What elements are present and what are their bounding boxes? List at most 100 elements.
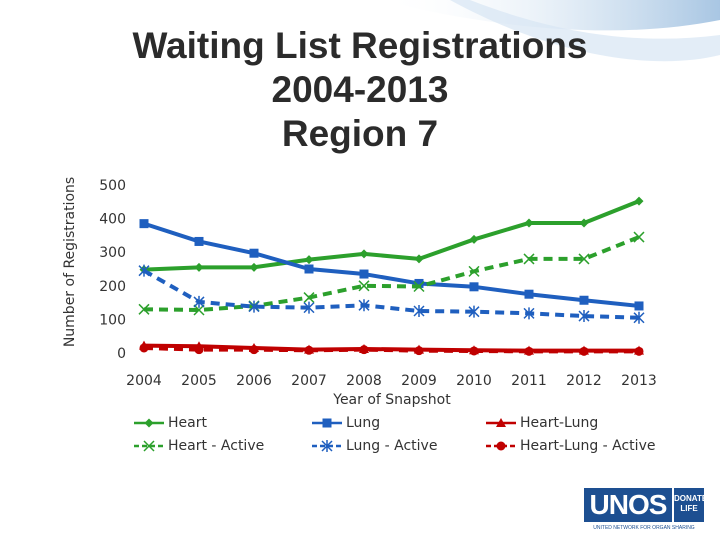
- data-point: [249, 262, 259, 272]
- legend-marker: [496, 418, 506, 427]
- data-point: [523, 253, 535, 265]
- data-point: [139, 343, 149, 353]
- data-point: [193, 295, 205, 308]
- legend-swatch: [312, 418, 342, 428]
- data-point: [579, 218, 589, 228]
- title-line-3: Region 7: [281, 113, 439, 154]
- series-line: [143, 199, 640, 272]
- legend-item: Heart - Active: [132, 437, 264, 455]
- logo-unos-text: UNOS: [584, 488, 672, 522]
- x-tick-label: 2006: [236, 373, 272, 389]
- legend-label: Heart-Lung - Active: [520, 438, 656, 454]
- data-point: [469, 346, 479, 356]
- legend-label: Lung: [346, 415, 381, 431]
- data-point: [138, 264, 150, 277]
- data-point: [194, 345, 204, 355]
- x-tick-label: 2012: [566, 373, 602, 389]
- legend-marker: [143, 440, 155, 452]
- data-point: [524, 289, 534, 299]
- data-point: [468, 305, 480, 318]
- x-tick-label: 2007: [291, 373, 327, 389]
- legend-item: Lung: [310, 414, 380, 432]
- data-point: [469, 282, 479, 292]
- data-point: [194, 236, 204, 246]
- series-heart-lung-active: [139, 343, 644, 356]
- data-point: [634, 301, 644, 311]
- unos-logo: UNOS DONATE LIFE UNITED NETWORK FOR ORGA…: [584, 488, 707, 534]
- data-point: [633, 311, 645, 324]
- data-point: [138, 303, 150, 315]
- data-point: [579, 346, 589, 356]
- legend-label: Lung - Active: [346, 438, 438, 454]
- data-point: [359, 345, 369, 355]
- series-line: [143, 221, 640, 308]
- series-lung-active: [138, 264, 645, 324]
- data-point: [524, 346, 534, 356]
- x-tick-label: 2005: [181, 373, 217, 389]
- legend-marker: [144, 418, 154, 428]
- legend-swatch: [134, 440, 164, 452]
- data-point: [249, 345, 259, 355]
- logo-donate-life: DONATE LIFE: [674, 488, 707, 522]
- data-point: [249, 248, 259, 258]
- legend-item: Heart-Lung: [484, 414, 598, 432]
- legend-label: Heart: [168, 415, 207, 431]
- x-tick-label: 2009: [401, 373, 437, 389]
- data-point: [193, 304, 205, 316]
- data-point: [303, 301, 315, 314]
- data-point: [414, 346, 424, 356]
- data-point: [359, 269, 369, 279]
- data-point: [579, 295, 589, 305]
- data-point: [194, 262, 204, 272]
- data-point: [633, 231, 645, 243]
- data-point: [469, 234, 479, 244]
- legend-item: Lung - Active: [310, 437, 437, 455]
- chart-title: Waiting List Registrations 2004-2013 Reg…: [60, 24, 660, 156]
- x-tick-label: 2011: [511, 373, 547, 389]
- y-tick-label: 100: [99, 312, 126, 328]
- data-point: [248, 300, 260, 313]
- data-point: [303, 292, 315, 304]
- legend-item: Heart: [132, 414, 207, 432]
- series-line: [143, 268, 640, 320]
- logo-subtitle: UNITED NETWORK FOR ORGAN SHARING: [593, 525, 695, 531]
- y-tick-label: 500: [99, 178, 126, 194]
- title-line-1: Waiting List Registrations: [132, 25, 588, 66]
- x-tick-label: 2004: [126, 373, 162, 389]
- x-tick-label: 2008: [346, 373, 382, 389]
- y-axis-label: Number of Registrations: [62, 177, 78, 347]
- series-lung: [139, 219, 644, 311]
- data-point: [414, 278, 424, 288]
- data-point: [634, 346, 644, 356]
- y-tick-label: 0: [117, 346, 126, 362]
- data-point: [468, 265, 480, 277]
- legend-swatch: [134, 418, 164, 428]
- data-point: [359, 249, 369, 259]
- y-tick-label: 400: [99, 212, 126, 228]
- title-line-2: 2004-2013: [271, 69, 449, 110]
- data-point: [634, 196, 644, 206]
- legend-swatch: [486, 418, 516, 427]
- x-axis-label: Year of Snapshot: [332, 392, 451, 408]
- legend-label: Heart-Lung: [520, 415, 599, 431]
- data-point: [304, 255, 314, 265]
- legend-label: Heart - Active: [168, 438, 265, 454]
- x-tick-label: 2010: [456, 373, 492, 389]
- series-line: [143, 235, 640, 312]
- data-point: [304, 264, 314, 274]
- data-point: [413, 280, 425, 293]
- data-point: [578, 310, 590, 323]
- y-tick-label: 300: [99, 245, 126, 261]
- legend-marker: [496, 441, 506, 451]
- legend-marker: [322, 418, 332, 428]
- legend-swatch: [312, 440, 342, 452]
- data-point: [413, 305, 425, 317]
- legend-marker: [321, 440, 333, 452]
- series-heart-active: [138, 231, 645, 316]
- legend-swatch: [486, 441, 516, 451]
- series-line: [143, 345, 639, 354]
- y-tick-label: 200: [99, 279, 126, 295]
- data-point: [414, 254, 424, 264]
